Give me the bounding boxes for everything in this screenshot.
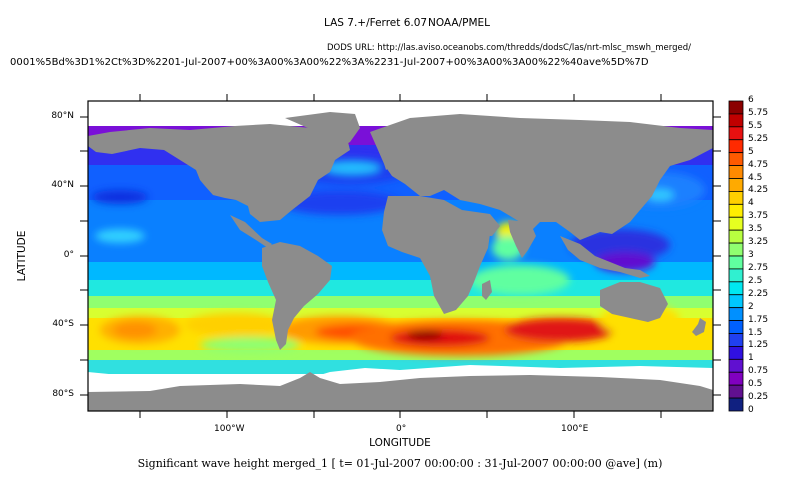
colorbar-level-label: 1.5 — [748, 327, 763, 338]
colorbar-level-label: 4 — [748, 198, 754, 209]
lat-tick-80n: 80°N — [51, 111, 74, 121]
colorbar-swatch — [728, 113, 744, 128]
colorbar-swatch — [728, 384, 744, 399]
lat-tick-80s: 80°S — [52, 389, 74, 399]
colorbar-swatch — [728, 281, 744, 296]
lat-tick-40n: 40°N — [51, 180, 74, 190]
colorbar-level-label: 0.75 — [748, 366, 769, 377]
map-field — [88, 101, 713, 411]
dods-url-line-2: 0001%5Bd%3D1%2Ct%3D%2201-Jul-2007+00%3A0… — [10, 57, 649, 68]
colorbar-swatch — [728, 294, 744, 309]
land-australia — [600, 282, 668, 322]
colorbar-level-label: 0 — [748, 405, 754, 415]
colorbar — [728, 100, 744, 412]
lon-tick-0: 0° — [396, 424, 407, 434]
colorbar-swatch — [728, 126, 744, 141]
colorbar-level-label: 5.25 — [748, 133, 769, 144]
x-axis-label: LONGITUDE — [369, 437, 431, 449]
colorbar-level-label: 2.75 — [748, 262, 769, 273]
lon-tick-100w: 100°W — [214, 424, 245, 434]
colorbar-level-label: 4.25 — [748, 185, 769, 196]
colorbar-swatch — [728, 100, 744, 115]
colorbar-swatch — [728, 268, 744, 283]
lon-tick-100e: 100°E — [561, 424, 589, 434]
colorbar-swatch — [728, 242, 744, 257]
y-axis-label: LATITUDE — [16, 230, 28, 282]
colorbar-level-label: 3.5 — [748, 224, 763, 235]
colorbar-swatch — [728, 346, 744, 360]
colorbar-level-label: 4.75 — [748, 159, 769, 170]
lat-tick-0: 0° — [63, 250, 74, 260]
colorbar-level-label: 1 — [748, 353, 754, 364]
colorbar-level-label: 5 — [748, 146, 754, 157]
x-axis-ticks — [139, 94, 662, 418]
colorbar-swatch — [728, 139, 744, 154]
colorbar-swatch — [728, 397, 744, 412]
colorbar-swatch — [728, 333, 744, 347]
colorbar-level-label: 0.25 — [748, 392, 769, 403]
colorbar-swatch — [728, 229, 744, 244]
colorbar-swatch — [728, 191, 744, 205]
dods-url-line-1: DODS URL: http://las.aviso.oceanobs.com/… — [327, 43, 692, 53]
land-africa — [382, 196, 490, 314]
colorbar-level-label: 3 — [748, 250, 754, 260]
colorbar-swatch — [728, 203, 744, 218]
colorbar-level-label: 5.5 — [748, 120, 763, 131]
colorbar-level-label: 2 — [748, 301, 754, 312]
y-axis-ticks — [80, 116, 721, 396]
colorbar-level-label: 0.5 — [748, 379, 763, 390]
colorbar-swatch — [728, 320, 744, 334]
colorbar-level-label: 6 — [748, 95, 754, 105]
colorbar-swatch — [728, 371, 744, 386]
colorbar-level-label: 2.25 — [748, 288, 769, 299]
land-north-america — [88, 124, 350, 222]
colorbar-swatch — [728, 216, 744, 231]
plot-caption: Significant wave height merged_1 [ t= 01… — [137, 457, 663, 470]
colorbar-level-label: 2.5 — [748, 275, 763, 286]
colorbar-level-label: 3.75 — [748, 211, 769, 222]
colorbar-swatch — [728, 307, 744, 321]
colorbar-level-label: 1.25 — [748, 340, 769, 351]
colorbar-swatch — [728, 358, 744, 373]
land-south-america — [262, 242, 332, 350]
organization-label: NOAA/PMEL — [428, 17, 491, 29]
lat-tick-40s: 40°S — [52, 319, 74, 329]
colorbar-level-label: 5.75 — [748, 107, 769, 118]
colorbar-level-label: 4.5 — [748, 172, 763, 183]
colorbar-swatch — [728, 178, 744, 192]
colorbar-level-label: 3.25 — [748, 237, 769, 248]
colorbar-swatch — [728, 165, 744, 179]
land-eurasia — [370, 114, 713, 240]
colorbar-swatch — [728, 255, 744, 270]
colorbar-level-label: 1.75 — [748, 314, 769, 325]
app-title: LAS 7.+/Ferret 6.07 — [324, 17, 428, 29]
colorbar-swatch — [728, 152, 744, 166]
